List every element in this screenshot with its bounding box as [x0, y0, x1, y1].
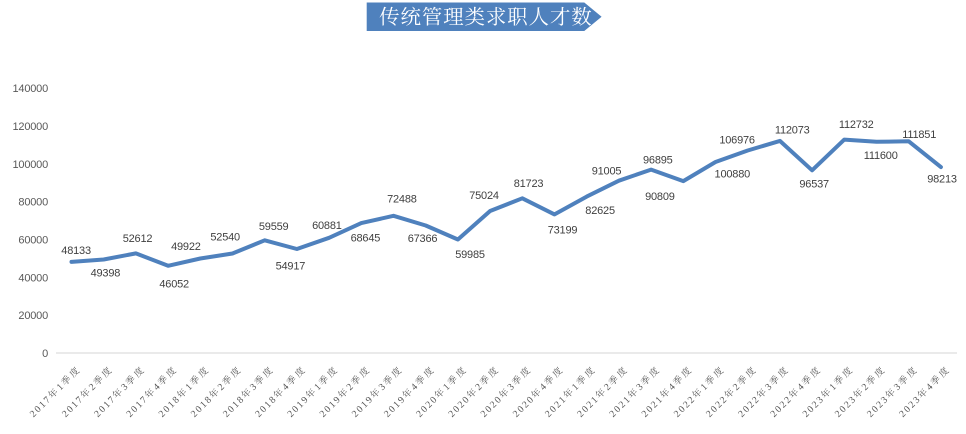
svg-text:96537: 96537: [799, 179, 829, 191]
svg-text:54917: 54917: [276, 260, 306, 272]
svg-text:49922: 49922: [171, 241, 201, 253]
svg-text:106976: 106976: [719, 135, 755, 147]
svg-text:72488: 72488: [387, 193, 417, 205]
svg-text:60000: 60000: [18, 235, 48, 247]
svg-text:82625: 82625: [585, 205, 615, 217]
svg-text:59559: 59559: [259, 221, 289, 233]
svg-text:46052: 46052: [159, 278, 189, 290]
svg-text:111600: 111600: [864, 150, 898, 162]
svg-text:112732: 112732: [839, 119, 874, 131]
svg-text:98213: 98213: [927, 174, 957, 186]
svg-text:20000: 20000: [18, 310, 48, 322]
svg-text:68645: 68645: [351, 232, 381, 244]
svg-text:59985: 59985: [455, 249, 485, 261]
svg-text:80000: 80000: [18, 197, 48, 209]
svg-text:52540: 52540: [210, 232, 240, 244]
svg-text:67366: 67366: [408, 233, 438, 245]
svg-text:49398: 49398: [91, 267, 121, 279]
svg-text:100880: 100880: [715, 169, 751, 181]
svg-text:52612: 52612: [123, 233, 153, 245]
svg-text:90809: 90809: [645, 191, 675, 203]
svg-text:73199: 73199: [548, 224, 578, 236]
svg-text:111851: 111851: [902, 129, 936, 141]
svg-text:48133: 48133: [61, 245, 91, 257]
svg-text:91005: 91005: [592, 166, 622, 178]
svg-text:75024: 75024: [469, 190, 499, 202]
svg-text:96895: 96895: [643, 155, 673, 167]
svg-text:40000: 40000: [18, 272, 48, 284]
svg-text:100000: 100000: [12, 159, 48, 171]
svg-text:120000: 120000: [12, 121, 48, 133]
svg-text:0: 0: [42, 348, 48, 360]
svg-text:112073: 112073: [775, 125, 810, 137]
svg-text:81723: 81723: [514, 178, 544, 190]
svg-text:60881: 60881: [312, 220, 342, 232]
svg-text:140000: 140000: [12, 83, 48, 95]
